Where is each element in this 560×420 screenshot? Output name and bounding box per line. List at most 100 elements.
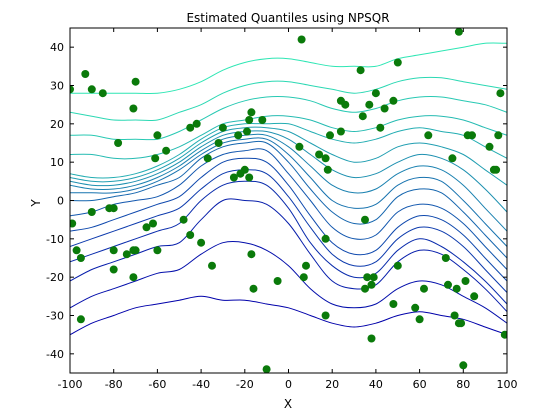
data-point-31 <box>468 131 476 140</box>
data-point-22 <box>371 89 380 98</box>
quantile-curve-8 <box>70 140 507 259</box>
data-point-69 <box>299 273 308 282</box>
data-point-8 <box>153 131 162 140</box>
data-point-36 <box>496 89 505 98</box>
data-point-16 <box>258 116 267 124</box>
data-point-54 <box>179 215 188 224</box>
quantile-curves <box>70 42 507 336</box>
data-point-98 <box>500 330 507 339</box>
data-point-44 <box>109 265 118 274</box>
data-point-48 <box>129 273 138 282</box>
y-tick-label: 30 <box>50 80 64 93</box>
y-tick-label: -30 <box>46 310 64 323</box>
plot-frame <box>69 27 508 374</box>
data-point-39 <box>76 254 85 262</box>
data-point-27 <box>424 131 433 140</box>
data-point-25 <box>389 96 398 105</box>
data-point-11 <box>218 123 227 132</box>
y-tick-label: -20 <box>46 271 64 284</box>
data-point-43 <box>109 246 118 255</box>
x-tick-label: -80 <box>105 378 123 391</box>
x-tick-label: 40 <box>369 378 383 391</box>
quantile-curve-17 <box>70 42 507 94</box>
quantile-curve-9 <box>70 137 507 247</box>
quantile-curve-11 <box>70 130 507 213</box>
data-point-82 <box>369 273 378 282</box>
data-point-47 <box>131 246 140 255</box>
axis-ticks: -100 -80 -60 -40 -20 0 20 40 60 80 100-40-30-20-10… <box>46 28 518 391</box>
data-point-37 <box>70 219 77 228</box>
data-point-99 <box>76 315 85 324</box>
x-tick-label: 20 <box>325 378 339 391</box>
data-point-87 <box>415 315 424 324</box>
chart-title: Estimated Quantiles using NPSQR <box>186 11 389 25</box>
data-point-96 <box>461 277 470 285</box>
data-point-79 <box>361 284 369 293</box>
data-point-75 <box>321 234 330 243</box>
data-point-6 <box>129 104 138 113</box>
quantile-curve-2 <box>70 241 507 324</box>
y-tick-label: 20 <box>50 118 64 131</box>
x-axis-label: X <box>284 397 292 411</box>
data-point-15 <box>247 108 256 117</box>
quantile-curve-6 <box>70 157 507 282</box>
data-point-88 <box>420 284 428 293</box>
data-point-10 <box>192 119 201 128</box>
data-point-56 <box>197 238 206 247</box>
quantile-curve-14 <box>70 115 507 160</box>
data-point-62 <box>240 165 249 174</box>
x-tick-label: -40 <box>192 378 210 391</box>
quantile-curve-12 <box>70 126 507 186</box>
data-point-57 <box>208 261 216 270</box>
quantile-curve-10 <box>70 133 507 232</box>
data-point-52 <box>151 154 160 163</box>
data-point-94 <box>459 361 468 370</box>
data-point-28 <box>448 154 457 163</box>
data-point-97 <box>470 292 479 301</box>
quantile-curve-16 <box>70 76 507 122</box>
data-point-85 <box>393 261 402 270</box>
data-point-77 <box>336 127 345 136</box>
data-point-38 <box>72 246 81 255</box>
data-point-71 <box>315 150 324 159</box>
data-point-34 <box>492 165 501 174</box>
data-point-53 <box>162 146 171 155</box>
data-point-95 <box>457 319 466 328</box>
x-tick-label: 0 <box>285 378 292 391</box>
data-point-78 <box>358 112 367 121</box>
data-point-86 <box>411 303 420 312</box>
x-tick-label: 60 <box>413 378 427 391</box>
y-tick-label: 40 <box>50 41 64 54</box>
data-point-24 <box>380 104 389 113</box>
data-point-60 <box>229 173 238 182</box>
data-point-74 <box>326 131 334 140</box>
data-point-64 <box>247 250 256 259</box>
data-point-84 <box>389 300 398 308</box>
x-tick-label: 100 <box>497 378 518 391</box>
data-point-26 <box>393 58 402 67</box>
data-point-50 <box>149 219 157 228</box>
data-point-12 <box>234 131 243 140</box>
data-point-45 <box>122 250 131 259</box>
y-tick-label: 0 <box>57 195 64 208</box>
data-point-80 <box>363 273 372 282</box>
data-point-2 <box>81 70 90 78</box>
data-point-13 <box>243 127 251 136</box>
y-tick-label: 10 <box>50 156 64 169</box>
data-point-7 <box>114 139 123 147</box>
data-point-35 <box>494 131 503 140</box>
data-point-83 <box>367 334 376 343</box>
data-point-51 <box>153 246 162 255</box>
y-axis-label: Y <box>29 199 43 208</box>
data-point-19 <box>341 100 350 109</box>
data-point-100 <box>361 215 369 224</box>
data-point-40 <box>87 208 96 216</box>
data-point-68 <box>295 142 304 151</box>
data-point-23 <box>376 123 385 132</box>
quantile-curve-5 <box>70 169 507 293</box>
data-point-67 <box>273 277 282 285</box>
data-point-21 <box>365 100 374 109</box>
data-point-29 <box>454 28 463 36</box>
